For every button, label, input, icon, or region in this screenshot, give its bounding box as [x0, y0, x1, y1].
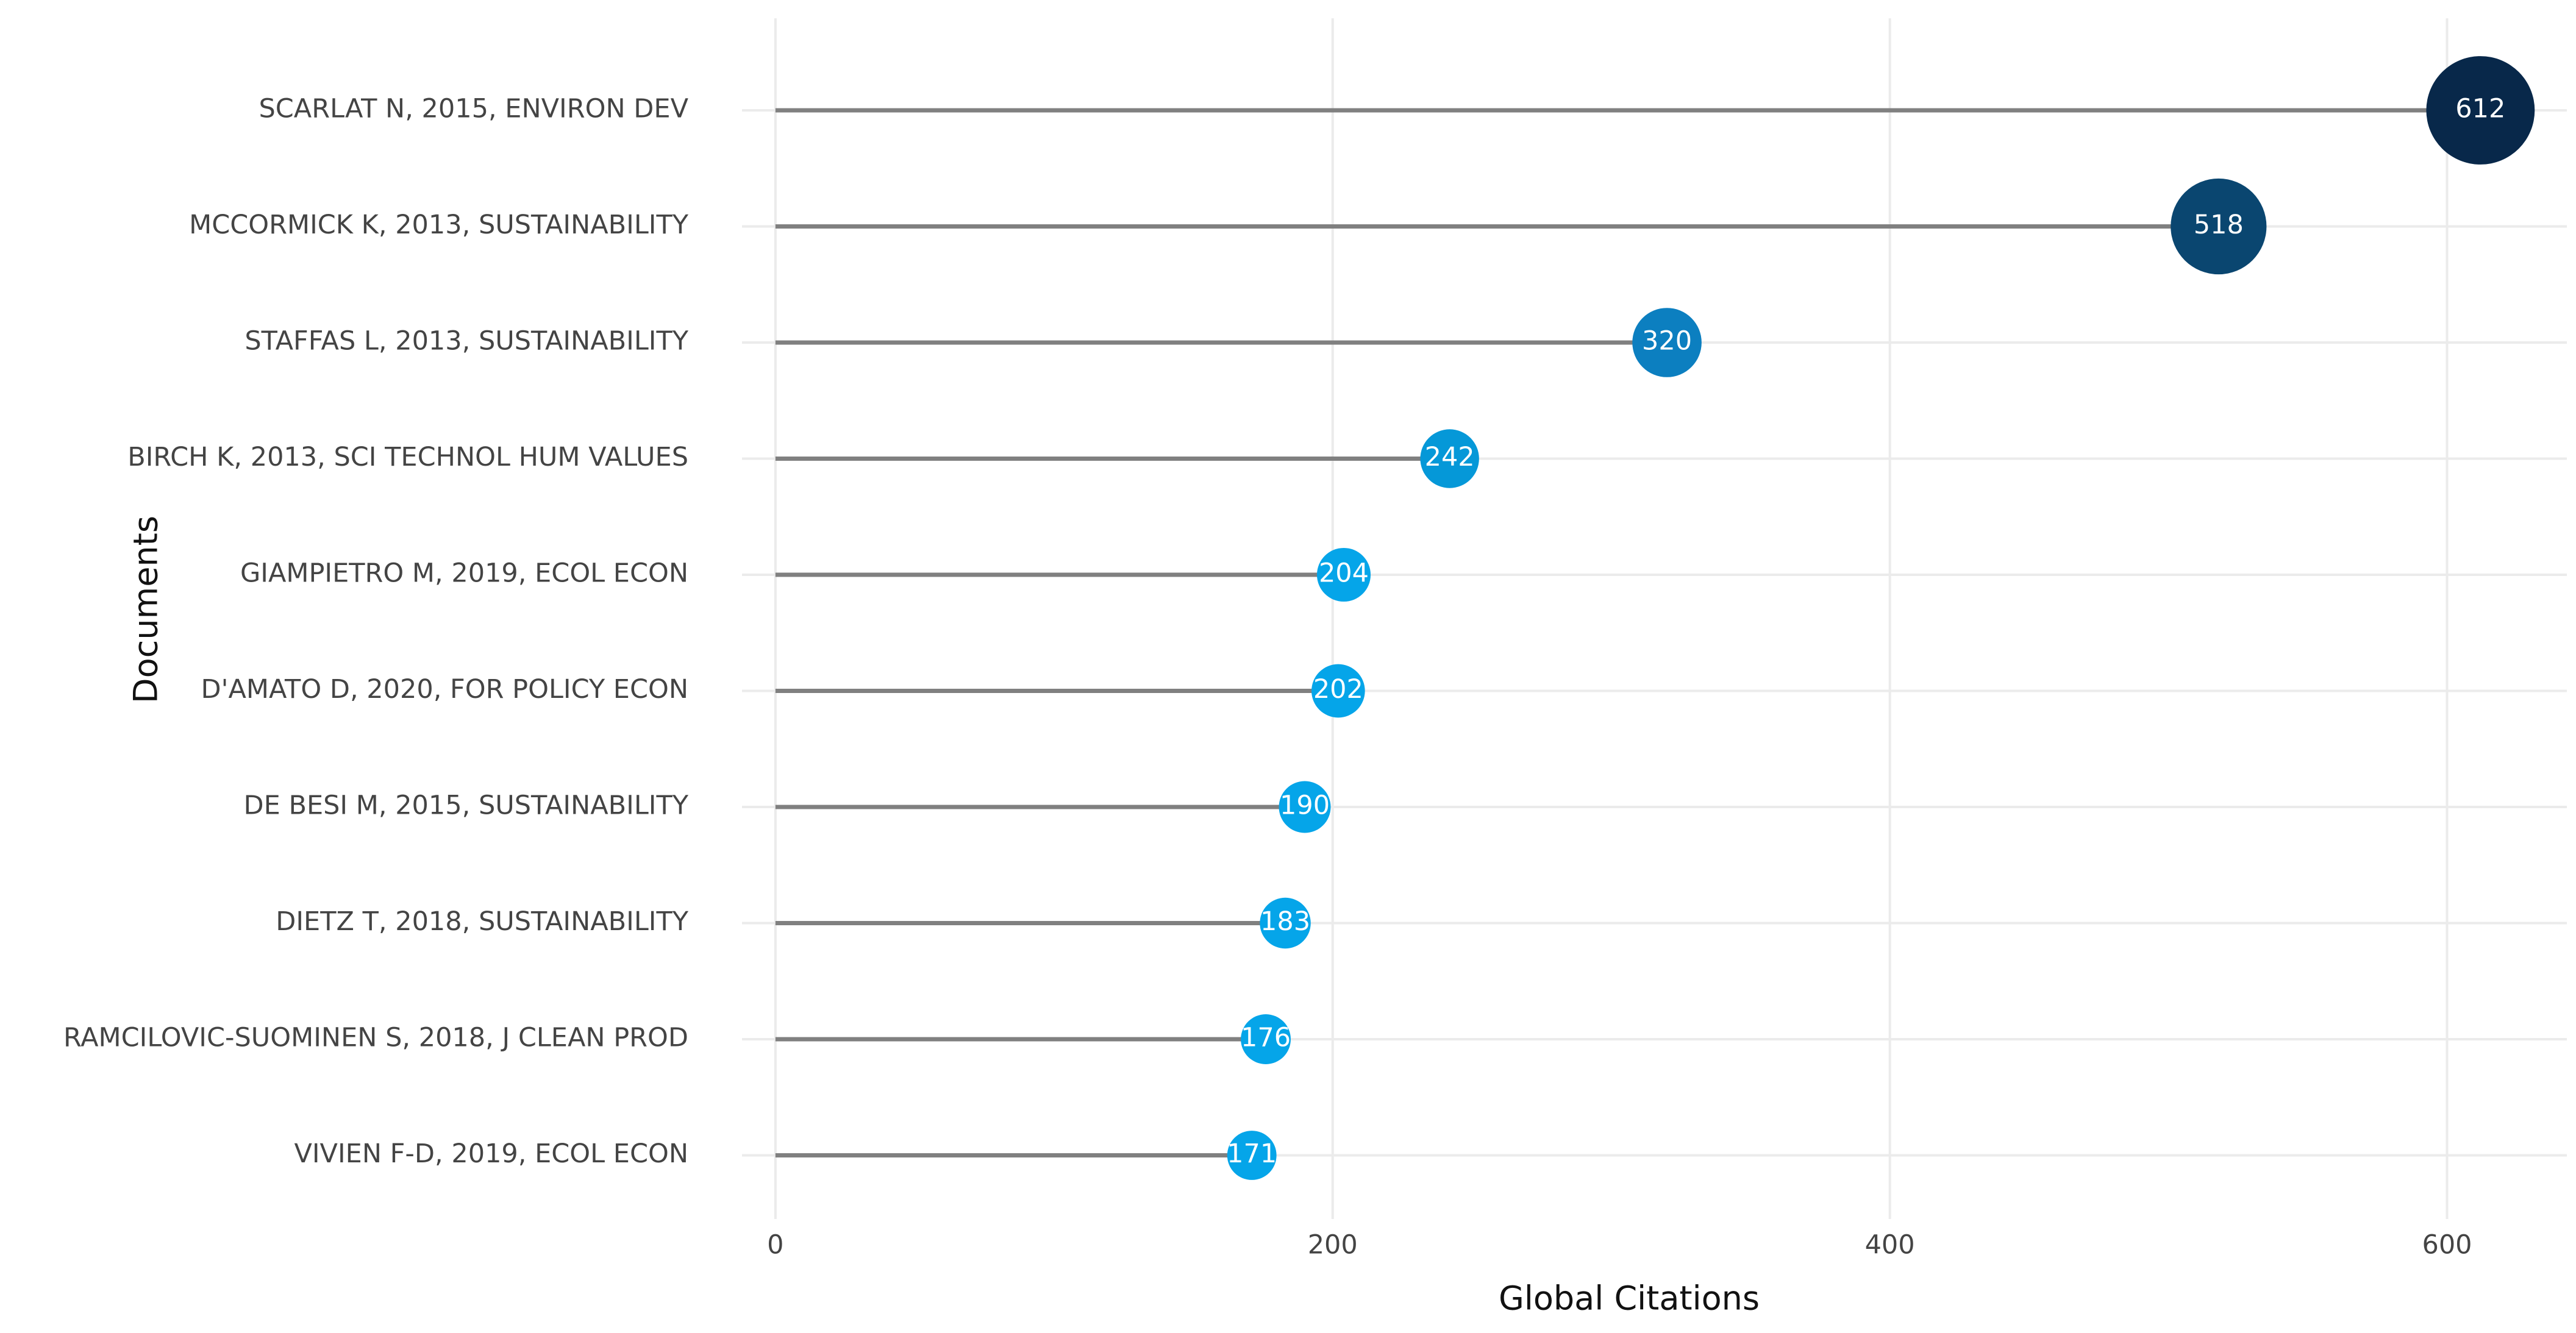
value-label: 202 — [1313, 674, 1363, 705]
value-label: 190 — [1280, 791, 1330, 821]
value-label: 242 — [1425, 442, 1475, 472]
bubble — [1316, 547, 1371, 602]
bubble — [2171, 178, 2267, 275]
value-label: 171 — [1227, 1139, 1277, 1169]
bubble — [1420, 429, 1479, 488]
x-tick-label: 200 — [1308, 1230, 1358, 1260]
value-label: 612 — [2455, 94, 2505, 124]
y-tick-label: STAFFAS L, 2013, SUSTAINABILITY — [244, 326, 688, 357]
x-tick-label: 400 — [1865, 1230, 1915, 1260]
y-tick-label: MCCORMICK K, 2013, SUSTAINABILITY — [189, 210, 689, 240]
y-tick-label: SCARLAT N, 2015, ENVIRON DEV — [259, 94, 688, 124]
value-label: 176 — [1241, 1023, 1291, 1053]
y-tick-label: D'AMATO D, 2020, FOR POLICY ECON — [201, 674, 688, 705]
y-axis-title: Documents — [127, 516, 165, 703]
y-tick-label: DE BESI M, 2015, SUSTAINABILITY — [244, 791, 689, 821]
bubble — [1279, 781, 1331, 833]
value-label: 518 — [2194, 210, 2244, 240]
bubble — [1241, 1014, 1291, 1064]
value-label: 320 — [1642, 326, 1692, 357]
x-tick-label: 600 — [2422, 1230, 2472, 1260]
bubble — [1227, 1131, 1277, 1180]
bubble — [1311, 664, 1365, 718]
value-label: 204 — [1319, 558, 1369, 589]
y-tick-label: BIRCH K, 2013, SCI TECHNOL HUM VALUES — [127, 442, 688, 472]
x-axis-title: Global Citations — [1499, 1279, 1760, 1318]
y-tick-label: DIETZ T, 2018, SUSTAINABILITY — [276, 906, 688, 937]
y-tick-label: VIVIEN F-D, 2019, ECOL ECON — [294, 1139, 688, 1169]
x-tick-label: 0 — [767, 1230, 783, 1260]
value-label: 183 — [1260, 906, 1310, 937]
bubble — [2426, 56, 2535, 165]
bubble — [1260, 897, 1311, 949]
y-tick-label: RAMCILOVIC-SUOMINEN S, 2018, J CLEAN PRO… — [63, 1023, 688, 1053]
bubble — [1632, 308, 1702, 377]
y-tick-label: GIAMPIETRO M, 2019, ECOL ECON — [240, 558, 688, 589]
